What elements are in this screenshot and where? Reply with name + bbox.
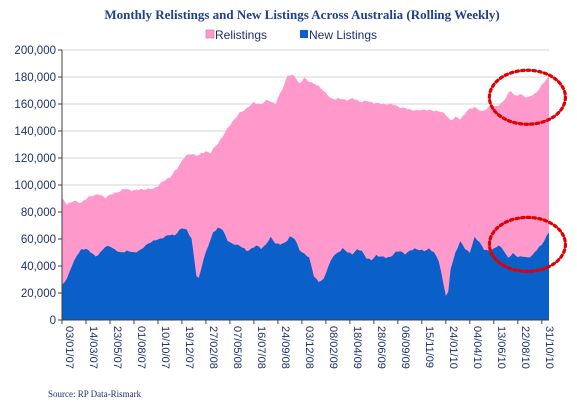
x-tick-label: 06/09/09 xyxy=(399,326,411,369)
x-tick-label: 01/08/07 xyxy=(135,326,147,369)
x-tick-label: 16/07/08 xyxy=(255,326,267,369)
x-tick-label: 28/06/09 xyxy=(375,326,387,369)
legend: Relistings New Listings xyxy=(205,28,377,42)
x-tick-label: 15/11/09 xyxy=(423,326,435,368)
x-tick-label: 24/09/08 xyxy=(279,326,291,369)
legend-swatch-new-listings xyxy=(300,30,308,38)
x-tick-label: 07/05/08 xyxy=(231,326,243,369)
source-note: Source: RP Data-Rismark xyxy=(48,389,142,399)
legend-label-relistings: Relistings xyxy=(215,28,267,42)
y-tick-label: 40,000 xyxy=(21,261,56,273)
y-tick-label: 20,000 xyxy=(21,288,56,300)
y-tick-label: 100,000 xyxy=(14,180,56,192)
x-tick-label: 19/12/07 xyxy=(183,326,195,369)
y-tick-label: 80,000 xyxy=(21,207,56,219)
x-tick-label: 18/04/09 xyxy=(351,326,363,369)
x-tick-label: 03/12/08 xyxy=(303,326,315,369)
x-tick-label: 23/05/07 xyxy=(111,326,123,369)
y-tick-label: 200,000 xyxy=(14,45,56,57)
series-new-listings-area xyxy=(62,227,549,320)
x-tick-label: 22/08/10 xyxy=(519,326,531,369)
x-tick-label: 31/10/10 xyxy=(543,326,555,369)
x-tick-label: 08/02/09 xyxy=(327,326,339,369)
x-tick-label: 14/03/07 xyxy=(87,326,99,369)
y-tick-label: 120,000 xyxy=(14,153,56,165)
legend-label-new-listings: New Listings xyxy=(309,28,377,42)
circle-relistings-end xyxy=(487,68,568,126)
y-tick-label: 140,000 xyxy=(14,126,56,138)
y-tick-label: 180,000 xyxy=(14,72,56,84)
y-axis-ticks: 200,000 180,000 160,000 140,000 120,000 100,0… xyxy=(14,45,62,327)
x-axis-ticks: 03/01/07 14/03/07 23/05/07 01/08/07 10/10/07… xyxy=(61,320,555,369)
legend-swatch-relistings xyxy=(205,29,215,39)
x-tick-label: 13/06/10 xyxy=(495,326,507,369)
x-tick-label: 27/02/08 xyxy=(207,326,219,369)
chart-title: Monthly Relistings and New Listings Acro… xyxy=(104,7,499,22)
circle-new-listings-end xyxy=(487,215,568,273)
x-tick-label: 03/01/07 xyxy=(63,326,75,369)
x-tick-label: 24/01/10 xyxy=(447,326,459,369)
y-tick-label: 60,000 xyxy=(21,234,56,246)
y-tick-label: 160,000 xyxy=(14,99,56,111)
y-tick-label: 0 xyxy=(50,315,56,327)
annotations xyxy=(487,68,568,273)
x-tick-label: 10/10/07 xyxy=(159,326,171,369)
plot-areas xyxy=(62,74,549,320)
x-tick-label: 04/04/10 xyxy=(471,326,483,369)
